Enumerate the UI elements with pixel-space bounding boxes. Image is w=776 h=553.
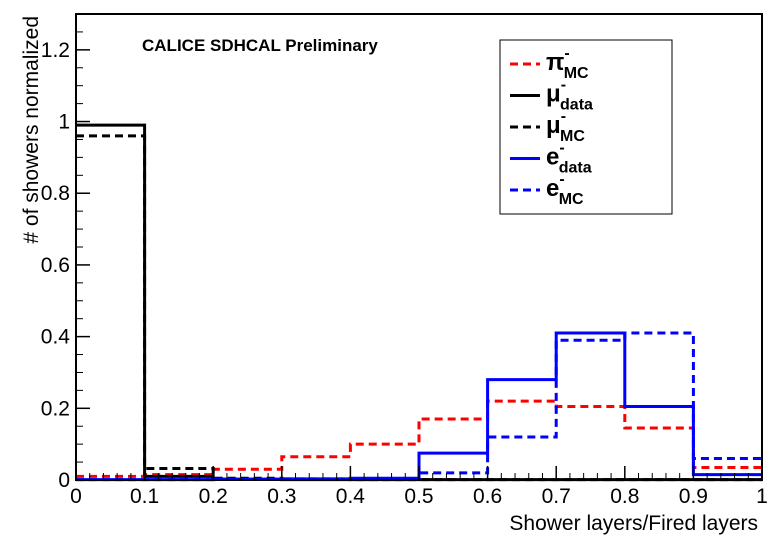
x-tick-label: 0.3 (267, 485, 296, 508)
axis-tick-labels: 0 0.1 0.2 0.3 0.4 0.5 0.6 0.7 0.8 0.9 1 0 0.2 0.4 0.6 0… (41, 39, 768, 508)
y-axis-title: # of showers normalized (20, 16, 43, 244)
legend-subscript: MC (560, 128, 585, 145)
y-tick-label: 1.2 (41, 39, 70, 62)
x-tick-label: 0.2 (199, 485, 228, 508)
x-tick-label: 0.5 (404, 485, 433, 508)
legend-subscript: data (559, 160, 592, 177)
y-tick-label: 0.8 (41, 182, 70, 205)
x-tick-label: 0.7 (542, 485, 571, 508)
legend-symbol: π (546, 49, 564, 76)
x-tick-label: 0 (70, 485, 82, 508)
y-tick-label: 0.6 (41, 254, 70, 277)
x-tick-label: 0.6 (473, 485, 502, 508)
legend-superscript: - (561, 108, 566, 125)
legend-superscript: - (564, 45, 569, 62)
legend-symbol: μ (546, 112, 561, 139)
legend-entry-label: μ- MC (546, 108, 585, 145)
x-tick-label: 0.8 (610, 485, 639, 508)
x-axis-title: Shower layers/Fired layers (509, 512, 758, 535)
y-tick-label: 0 (58, 469, 70, 492)
legend-symbol: e (546, 175, 559, 202)
y-tick-label: 1 (58, 111, 70, 134)
axis-ticks (75, 13, 763, 481)
legend-entry-label: μ- data (546, 77, 593, 114)
legend-symbol: μ (546, 81, 561, 108)
legend-entry-label: e- data (546, 140, 592, 177)
y-tick-label: 0.4 (41, 326, 71, 349)
x-tick-label: 0.1 (130, 485, 159, 508)
legend-entry-label: e- MC (546, 171, 584, 208)
legend-entry-label: π- MC (546, 45, 589, 82)
x-tick-label: 0.9 (679, 485, 708, 508)
legend-superscript: - (561, 77, 566, 94)
chart-annotation: CALICE SDHCAL Preliminary (142, 36, 378, 55)
legend-subscript: MC (559, 191, 584, 208)
legend-superscript: - (559, 171, 564, 188)
x-tick-label: 1 (756, 485, 768, 508)
y-tick-label: 0.2 (41, 397, 70, 420)
legend-symbol: e (546, 144, 559, 171)
legend-subscript: data (560, 97, 593, 114)
legend-subscript: MC (564, 65, 589, 82)
x-tick-label: 0.4 (336, 485, 366, 508)
legend-superscript: - (559, 140, 564, 157)
series-line-3 (76, 331, 762, 482)
